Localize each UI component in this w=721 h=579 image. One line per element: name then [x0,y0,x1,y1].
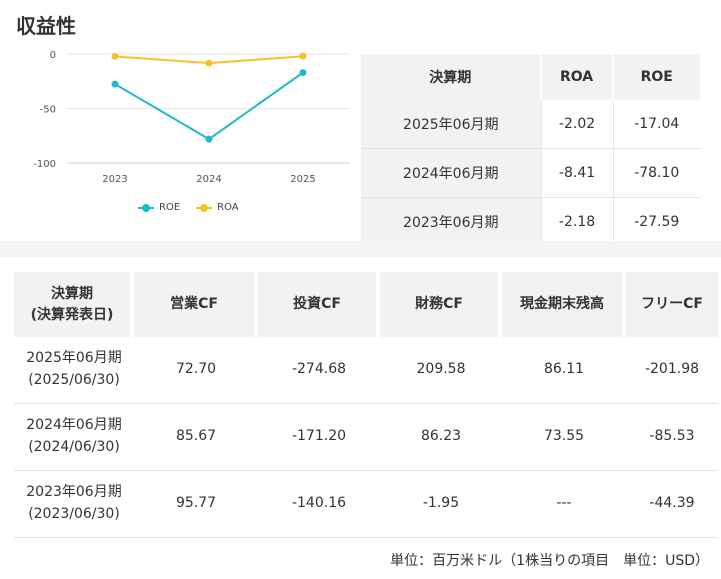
y-tick-label: 0 [50,50,56,61]
roa-legend-marker-icon [196,203,213,213]
cf-table-header-row: 決算期 (決算発表日) 営業CF 投資CF 財務CF 現金期末残高 フリーCF [14,272,718,337]
row-roe: -27.59 [613,198,700,247]
row-cash-balance: --- [502,471,626,538]
row-operating-cf: 72.70 [134,337,258,404]
row-investing-cf: -171.20 [258,404,380,471]
row-operating-cf: 85.67 [134,404,258,471]
header-period-line2: (決算発表日) [30,306,114,323]
cash-flow-table: 決算期 (決算発表日) 営業CF 投資CF 財務CF 現金期末残高 フリーCF … [14,272,718,538]
y-tick-label: -100 [33,159,56,170]
legend-label-roe: ROE [159,202,181,213]
header-period: 決算期 (決算発表日) [14,272,134,337]
row-roa: -2.02 [541,100,614,149]
row-announce-date: (2025/06/30) [28,372,120,388]
row-roa: -8.41 [541,149,614,198]
header-investing-cf: 投資CF [258,272,380,337]
row-cash-balance: 86.11 [502,337,626,404]
row-roe: -78.10 [613,149,700,198]
row-period-label: 2025年06月期 [26,350,122,367]
row-announce-date: (2024/06/30) [28,439,120,455]
row-roe: -17.04 [613,100,700,149]
roe-legend-marker-icon [138,203,154,213]
unit-footnote: 単位：百万米ドル（1株当りの項目 単位：USD） [390,553,709,569]
profitability-line-chart: 0 -50 -100 2023 2024 2025 [33,50,350,185]
table-row: 2025年06月期 -2.02 -17.04 [361,100,700,149]
row-investing-cf: -140.16 [258,471,380,538]
table-row: 2023年06月期 -2.18 -27.59 [361,198,700,247]
x-tick-label: 2024 [196,174,221,185]
data-point-roe [205,135,213,143]
data-point-roe [299,69,307,77]
data-point-roa [205,59,213,67]
row-roa: -2.18 [541,198,614,247]
row-financing-cf: 209.58 [380,337,502,404]
header-financing-cf: 財務CF [380,272,502,337]
series-line-roe [114,71,304,141]
table-row: 2024年06月期 -8.41 -78.10 [361,149,700,198]
row-period: 2024年06月期 (2024/06/30) [14,404,134,471]
header-operating-cf: 営業CF [134,272,258,337]
row-cash-balance: 73.55 [502,404,626,471]
row-investing-cf: -274.68 [258,337,380,404]
ratio-table-header-row: 決算期 ROA ROE [361,54,700,100]
table-row: 2025年06月期 (2025/06/30) 72.70 -274.68 209… [14,337,718,404]
chart-legend: ROE ROA [138,202,239,213]
section-divider [0,241,721,257]
row-free-cf: -201.98 [626,337,718,404]
legend-item-roe[interactable]: ROE [138,202,180,213]
data-point-roe [111,80,119,88]
row-financing-cf: -1.95 [380,471,502,538]
row-period: 2025年06月期 [361,100,542,149]
y-tick-label: -50 [40,105,56,116]
data-point-roa [299,52,307,60]
header-free-cf: フリーCF [626,272,718,337]
header-roa: ROA [541,54,614,100]
header-cash-balance: 現金期末残高 [502,272,626,337]
header-period-line1: 決算期 [51,286,93,303]
header-period: 決算期 [361,54,542,100]
row-free-cf: -44.39 [626,471,718,538]
row-period-label: 2024年06月期 [26,417,122,434]
section-title: 収益性 [16,14,76,38]
row-operating-cf: 95.77 [134,471,258,538]
table-row: 2024年06月期 (2024/06/30) 85.67 -171.20 86.… [14,404,718,471]
data-point-roa [111,52,119,60]
row-financing-cf: 86.23 [380,404,502,471]
legend-item-roa[interactable]: ROA [196,202,239,213]
row-announce-date: (2023/06/30) [28,506,120,522]
table-row: 2023年06月期 (2023/06/30) 95.77 -140.16 -1.… [14,471,718,538]
row-period: 2023年06月期 [361,198,542,247]
row-period: 2023年06月期 (2023/06/30) [14,471,134,538]
row-period-label: 2023年06月期 [26,484,122,501]
x-tick-label: 2023 [102,174,127,185]
ratio-table: 決算期 ROA ROE 2025年06月期 -2.02 -17.04 2024年… [361,54,700,247]
header-roe: ROE [613,54,700,100]
legend-label-roa: ROA [217,202,239,213]
row-period: 2024年06月期 [361,149,542,198]
row-free-cf: -85.53 [626,404,718,471]
row-period: 2025年06月期 (2025/06/30) [14,337,134,404]
x-tick-label: 2025 [290,174,315,185]
